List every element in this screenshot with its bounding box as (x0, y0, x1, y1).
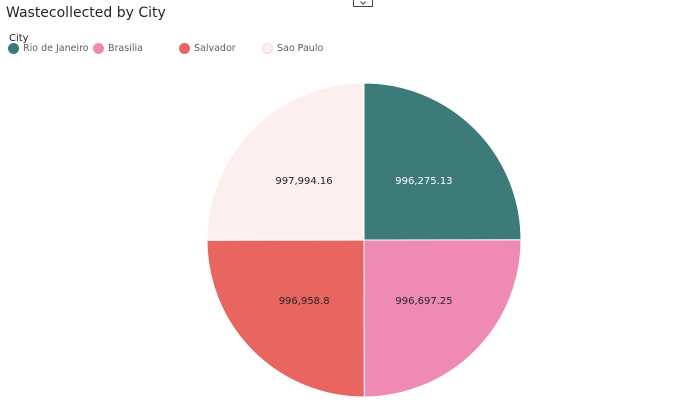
pie-slice-brasilia[interactable] (363, 239, 522, 398)
pie-slice-salvador[interactable] (206, 239, 365, 398)
legend-dot-icon (262, 42, 273, 54)
legend-dot-icon (8, 42, 19, 54)
legend-item-salvador[interactable]: Salvador (179, 42, 236, 54)
legend-item-brasilia[interactable]: Brasilia (93, 42, 143, 54)
pie-slice-sao-paulo[interactable] (206, 82, 365, 241)
data-label: 996,958.8 (279, 296, 330, 307)
legend-dot-icon (179, 42, 190, 54)
chart-title: Wastecollected by City (6, 5, 166, 21)
legend-label: Brasilia (108, 42, 143, 54)
focus-mode-icon[interactable] (353, 0, 373, 7)
legend-item-sao-paulo[interactable]: Sao Paulo (262, 42, 324, 54)
data-label: 997,994.16 (275, 176, 332, 187)
legend-label: Rio de Janeiro (23, 42, 89, 54)
legend-label: Salvador (194, 42, 236, 54)
pie-slice-rio-de-janeiro[interactable] (363, 82, 522, 241)
data-label: 996,697.25 (395, 296, 452, 307)
legend-label: Sao Paulo (277, 42, 324, 54)
data-label: 996,275.13 (395, 176, 452, 187)
legend-dot-icon (93, 42, 104, 54)
legend-title: City (9, 33, 29, 44)
legend-item-rio-de-janeiro[interactable]: Rio de Janeiro (8, 42, 89, 54)
